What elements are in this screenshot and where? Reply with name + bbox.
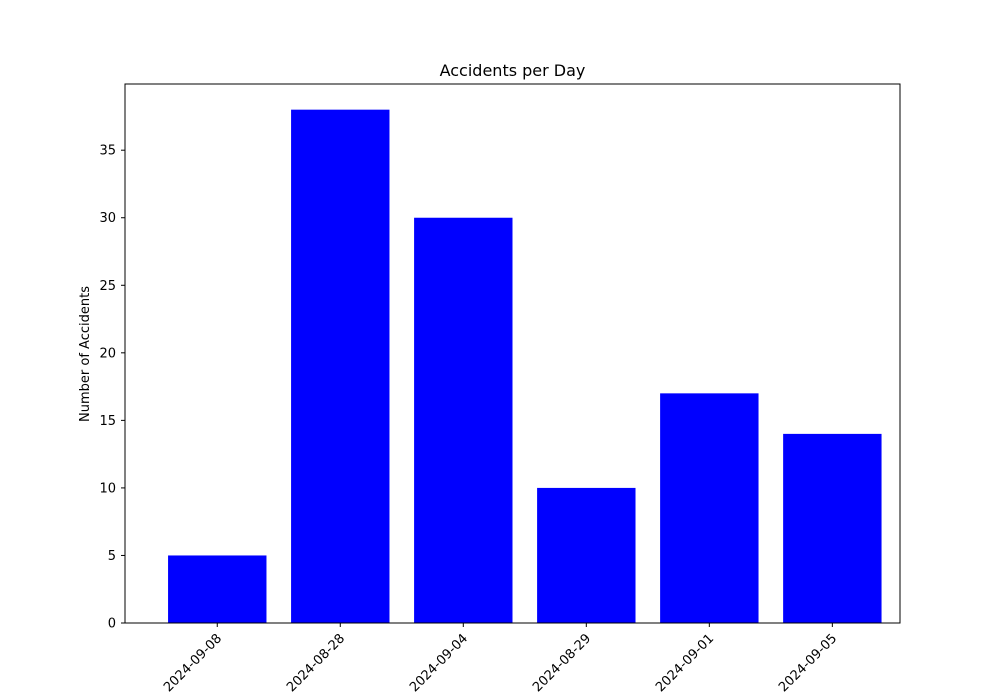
- x-tick-label: 2024-08-29: [530, 631, 594, 695]
- x-tick-label: 2024-09-04: [407, 631, 471, 695]
- bar-2024-08-29: [537, 487, 636, 623]
- x-tick-label: 2024-09-01: [653, 631, 717, 695]
- y-tick-label: 25: [99, 279, 116, 294]
- x-tick-label: 2024-09-05: [776, 631, 840, 695]
- y-tick-label: 35: [99, 144, 116, 159]
- y-tick-label: 30: [99, 211, 116, 226]
- x-tick-label: 2024-08-28: [284, 631, 348, 695]
- y-tick-label: 0: [108, 617, 116, 632]
- y-axis-label: Number of Accidents: [78, 286, 93, 422]
- y-tick-label: 5: [108, 549, 116, 564]
- plot-frame: [124, 83, 901, 624]
- bar-2024-09-01: [660, 393, 759, 623]
- x-tick-label: 2024-09-08: [161, 631, 225, 695]
- bars-group: [168, 109, 882, 624]
- y-axis: 0 5 10 15 20 25 30 35: [99, 144, 125, 632]
- bar-2024-09-04: [414, 217, 513, 624]
- x-axis: 2024-09-08 2024-08-28 2024-09-04 2024-08-29…: [161, 623, 840, 695]
- chart-title: Accidents per Day: [440, 61, 586, 80]
- bar-2024-09-08: [168, 555, 267, 623]
- y-tick-label: 10: [99, 481, 116, 496]
- bar-2024-08-28: [291, 109, 390, 624]
- y-tick-label: 15: [99, 414, 116, 429]
- y-tick-label: 20: [99, 346, 116, 361]
- bar-2024-09-05: [783, 433, 882, 623]
